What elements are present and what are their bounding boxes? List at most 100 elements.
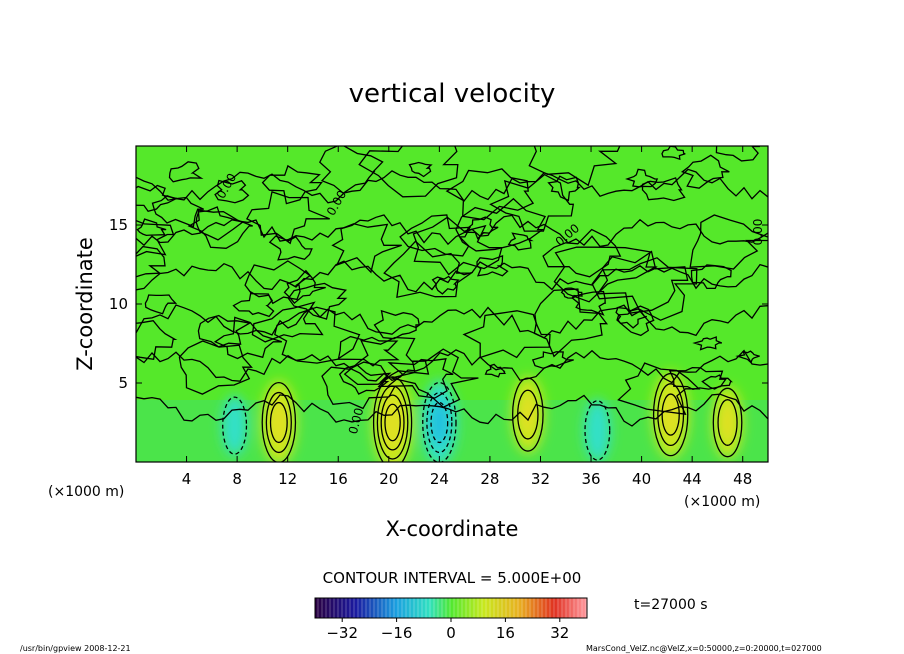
- y-tick-label: 5: [118, 374, 128, 392]
- x-tick-label: 28: [480, 470, 499, 488]
- zero-contour: [274, 306, 361, 364]
- y-axis-label: Z-coordinate: [73, 237, 97, 371]
- zero-contour: [476, 254, 509, 277]
- zero-contour: [232, 290, 275, 318]
- zero-contour: [668, 366, 727, 390]
- zero-contour: [261, 164, 323, 205]
- colorbar-tick-label: −16: [381, 624, 413, 642]
- zero-contour: [431, 275, 460, 295]
- contour-ring: [422, 381, 457, 462]
- x-axis-label: X-coordinate: [386, 517, 519, 541]
- x-tick-label: 36: [581, 470, 600, 488]
- zero-contour: [617, 362, 701, 415]
- time-label: t=27000 s: [634, 597, 708, 613]
- contour-ring: [261, 381, 297, 462]
- colorbar-tick-label: 0: [446, 624, 456, 642]
- zero-contour: [553, 246, 658, 303]
- colorbar-tick-label: 32: [550, 624, 569, 642]
- x-tick-label: 8: [232, 470, 242, 488]
- zero-contour: [343, 336, 430, 386]
- zero-contour: [151, 194, 204, 228]
- zero-contour: [268, 235, 313, 261]
- anomaly-core: [660, 390, 681, 439]
- zero-contour: [168, 161, 204, 183]
- zero-contour: [337, 335, 400, 367]
- zero-contour: [596, 250, 689, 314]
- contour-ring: [661, 393, 680, 436]
- zero-contour: [283, 269, 326, 305]
- y-tick-label: 15: [109, 216, 128, 234]
- zero-contour: [136, 184, 178, 212]
- zero-contour: [321, 361, 396, 410]
- zero-contour: [287, 282, 348, 320]
- contour-ring: [584, 400, 611, 461]
- zero-contour: [136, 245, 166, 278]
- footer-left: /usr/bin/gpview 2008-12-21: [20, 644, 131, 653]
- contour-ring: [265, 391, 292, 454]
- anomaly-core: [269, 399, 289, 446]
- x-tick-label: 16: [329, 470, 348, 488]
- x-tick-label: 4: [182, 470, 192, 488]
- zero-contour: [197, 314, 252, 348]
- x-tick-label: 12: [278, 470, 297, 488]
- zero-contour: [144, 294, 178, 315]
- footer-right: MarsCond_VelZ.nc@VelZ,x=0:50000,z=0:2000…: [586, 644, 822, 653]
- zero-contour-long: [136, 260, 768, 293]
- zero-contour: [528, 146, 621, 187]
- zero-contour: [489, 173, 575, 232]
- x-tick-label: 20: [379, 470, 398, 488]
- anomaly-core: [429, 399, 449, 446]
- zero-contour: [661, 146, 686, 161]
- contour-ring: [222, 396, 248, 455]
- zero-contour: [318, 146, 384, 195]
- contour-label: 0.00: [346, 406, 366, 435]
- anomaly-cell: [222, 395, 248, 456]
- x-axis: 4 8 12 16 20 24 28 32 36 40 44 48: [182, 146, 752, 488]
- anomaly-cell: [584, 399, 611, 462]
- zero-contour: [689, 214, 768, 270]
- zero-contour: [701, 374, 733, 390]
- zero-contour: [383, 240, 474, 299]
- anomaly-core: [519, 393, 537, 436]
- zero-contour: [625, 168, 659, 188]
- zero-contour: [462, 310, 551, 359]
- y-tick-label: 10: [109, 295, 128, 313]
- zero-contour-long: [136, 304, 768, 339]
- contour-interval: CONTOUR INTERVAL = 5.000E+00: [323, 569, 582, 587]
- zero-contour-long: [136, 349, 768, 384]
- zero-contour: [331, 223, 402, 274]
- x-tick-label: 24: [430, 470, 449, 488]
- contour-ring: [712, 387, 743, 458]
- zero-contour: [616, 305, 655, 337]
- contour-label: 0.00: [751, 219, 765, 246]
- zero-contour: [136, 219, 175, 257]
- x-unit-left: (×1000 m): [48, 484, 124, 500]
- zero-contour-long: [136, 168, 768, 204]
- contour-ring: [717, 399, 738, 446]
- zero-contour: [195, 206, 244, 241]
- chart-title: vertical velocity: [349, 79, 556, 109]
- x-unit-right: (×1000 m): [684, 494, 760, 510]
- anomaly-core: [719, 402, 736, 443]
- zero-contour: [399, 214, 472, 257]
- zero-contour: [245, 191, 330, 245]
- zero-contour: [735, 350, 760, 364]
- colorbar-tick-label: −32: [326, 624, 358, 642]
- y-axis: 5 10 15: [109, 216, 768, 392]
- contour-ring: [384, 403, 401, 442]
- zero-contour: [386, 358, 454, 399]
- zero-contour: [412, 216, 503, 276]
- zero-contour: [547, 175, 581, 202]
- contour-ring: [430, 401, 449, 444]
- x-tick-label: 48: [733, 470, 752, 488]
- zero-contour: [692, 336, 723, 351]
- zero-contour: [680, 154, 730, 189]
- zero-contour: [338, 364, 392, 395]
- zero-contour: [715, 146, 760, 162]
- zero-contour: [571, 290, 606, 316]
- zero-contour: [178, 340, 253, 395]
- contour-ring: [269, 401, 288, 444]
- zero-contour: [187, 209, 253, 249]
- zero-contour: [455, 197, 547, 252]
